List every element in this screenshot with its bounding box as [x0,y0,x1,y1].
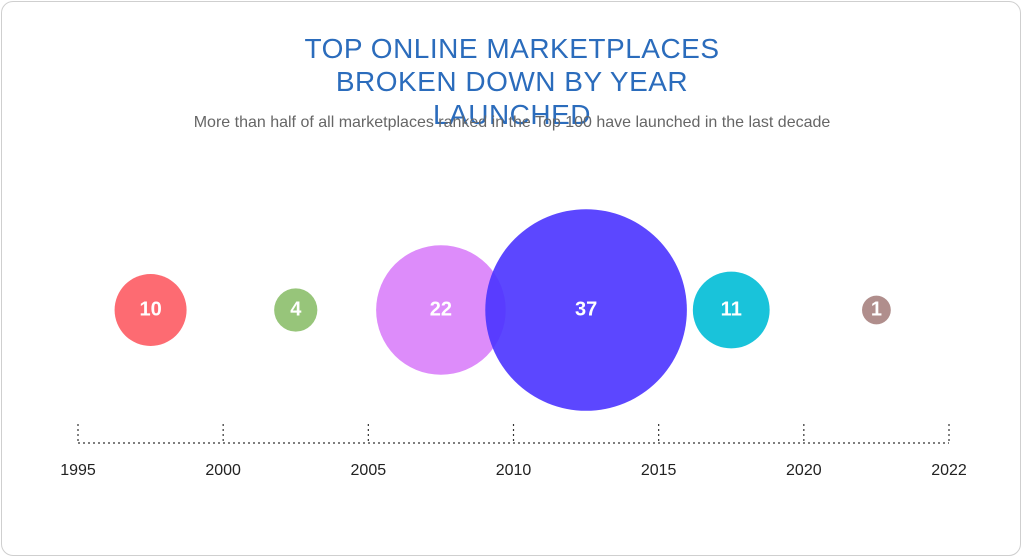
data-label: 1 [871,298,882,320]
data-label: 22 [430,298,452,320]
x-tick-label: 2005 [351,462,387,479]
data-label: 37 [575,298,597,320]
bubble [862,295,891,325]
x-tick-label: 2015 [641,462,677,479]
data-label: 10 [139,298,161,320]
bubble [692,271,770,349]
x-tick-label: 1995 [60,462,96,479]
x-tick-label: 2020 [786,462,822,479]
bubble [485,209,687,411]
x-tick-label: 2000 [205,462,241,479]
chart-title: TOP ONLINE MARKETPLACES BROKEN DOWN BY Y… [304,33,720,130]
bubble [274,288,318,332]
bubble [376,245,506,375]
chart-subtitle: More than half of all marketplaces ranke… [193,114,831,131]
bubble [114,274,187,346]
data-label: 11 [721,298,742,320]
data-label: 4 [290,298,302,320]
x-tick-label: 2010 [496,462,532,479]
x-tick-label: 2022 [931,462,967,479]
